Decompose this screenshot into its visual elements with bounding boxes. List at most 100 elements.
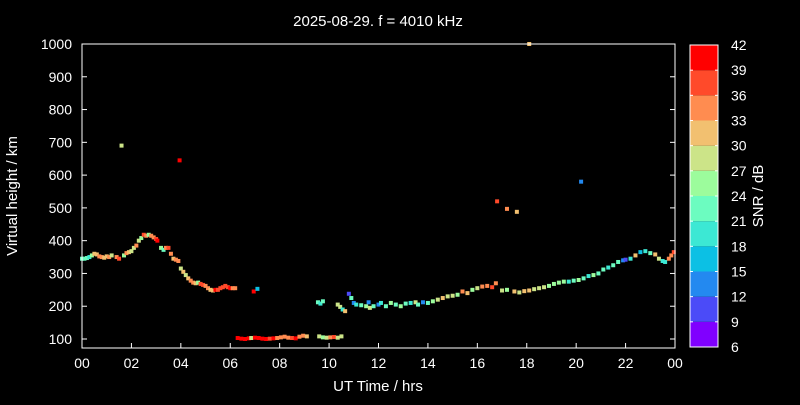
data-point — [475, 286, 480, 291]
colorbar-tick-label: 15 — [731, 264, 747, 280]
data-point — [335, 302, 340, 307]
data-point — [87, 255, 92, 260]
data-point — [656, 256, 661, 261]
data-point — [315, 300, 320, 305]
colorbar-bin — [690, 70, 718, 96]
data-point — [178, 266, 183, 271]
data-point — [282, 334, 287, 339]
data-point — [579, 179, 584, 184]
data-point — [124, 251, 129, 256]
data-point — [164, 245, 169, 250]
data-point — [134, 243, 139, 248]
data-point — [126, 250, 131, 255]
data-point — [176, 258, 181, 263]
data-point — [208, 287, 213, 292]
colorbar: 6 9 12 15 18 21 24 27 30 33 36 39 42 — [689, 37, 747, 355]
colorbar-tick-label: 24 — [731, 188, 747, 204]
data-point — [335, 335, 340, 340]
data-point — [349, 296, 354, 301]
data-point — [235, 336, 240, 341]
y-tick-label: 400 — [49, 233, 73, 249]
data-point — [556, 280, 561, 285]
data-point — [420, 300, 425, 305]
y-tick-label: 500 — [49, 200, 73, 216]
colorbar-tick-label: 9 — [731, 314, 739, 330]
data-point — [606, 265, 611, 270]
data-point — [450, 293, 455, 298]
data-point — [500, 288, 505, 293]
data-point — [435, 297, 440, 302]
data-point — [364, 304, 369, 309]
data-point — [82, 256, 87, 261]
data-point — [297, 334, 302, 339]
data-point — [512, 289, 517, 294]
colorbar-tick-label: 30 — [731, 138, 747, 154]
data-point — [648, 251, 653, 256]
data-point — [159, 245, 164, 250]
data-point — [293, 336, 298, 341]
data-point — [343, 309, 348, 314]
data-point — [233, 286, 238, 291]
data-point — [304, 334, 309, 339]
data-point — [119, 143, 124, 148]
data-point — [398, 304, 403, 309]
data-point — [260, 336, 265, 341]
data-point — [460, 289, 465, 294]
data-point — [591, 273, 596, 278]
data-point — [663, 259, 668, 264]
data-point — [228, 286, 233, 291]
colorbar-bin — [690, 45, 718, 71]
data-point — [107, 255, 112, 260]
data-point — [191, 280, 196, 285]
colorbar-bin — [690, 196, 718, 222]
data-point — [198, 281, 203, 286]
data-point — [455, 292, 460, 297]
data-point — [166, 245, 171, 250]
y-axis-label: Virtual height / km — [4, 136, 21, 256]
data-point — [155, 238, 160, 243]
colorbar-tick-label: 27 — [731, 163, 747, 179]
data-point — [89, 253, 94, 258]
data-point — [117, 256, 122, 261]
colorbar-tick-label: 21 — [731, 213, 747, 229]
x-tick-label: 22 — [618, 355, 634, 371]
data-point — [537, 286, 542, 291]
x-tick-label: 04 — [173, 355, 189, 371]
data-point — [328, 335, 333, 340]
data-point — [225, 285, 230, 290]
colorbar-bin — [690, 296, 718, 322]
data-point — [173, 257, 178, 262]
colorbar-bin — [690, 321, 718, 347]
data-point — [490, 285, 495, 290]
data-point — [286, 335, 291, 340]
data-point — [301, 333, 306, 338]
data-point — [161, 247, 166, 252]
data-point — [393, 302, 398, 307]
data-point — [92, 251, 97, 256]
data-point — [425, 300, 430, 305]
data-point — [576, 278, 581, 282]
data-point — [527, 288, 532, 293]
data-point — [109, 253, 114, 258]
colorbar-tick-label: 6 — [731, 339, 739, 355]
data-point — [183, 273, 188, 278]
data-point — [340, 307, 345, 312]
data-point — [210, 288, 215, 293]
chart-title: 2025-08-29. f = 4010 kHz — [293, 13, 463, 30]
y-tick-label: 100 — [49, 331, 73, 347]
colorbar-bin — [690, 246, 718, 272]
data-point — [430, 299, 435, 304]
x-tick-label: 12 — [371, 355, 387, 371]
colorbar-tick-label: 18 — [731, 238, 747, 254]
data-point — [367, 305, 372, 310]
data-point — [206, 286, 211, 291]
data-point — [320, 299, 325, 304]
colorbar-tick-label: 33 — [731, 113, 747, 129]
data-point — [264, 337, 269, 341]
data-point — [104, 254, 109, 259]
colorbar-bin — [690, 271, 718, 297]
data-point — [255, 286, 260, 291]
data-point — [440, 296, 445, 301]
data-point — [633, 253, 638, 258]
data-point — [596, 271, 601, 276]
